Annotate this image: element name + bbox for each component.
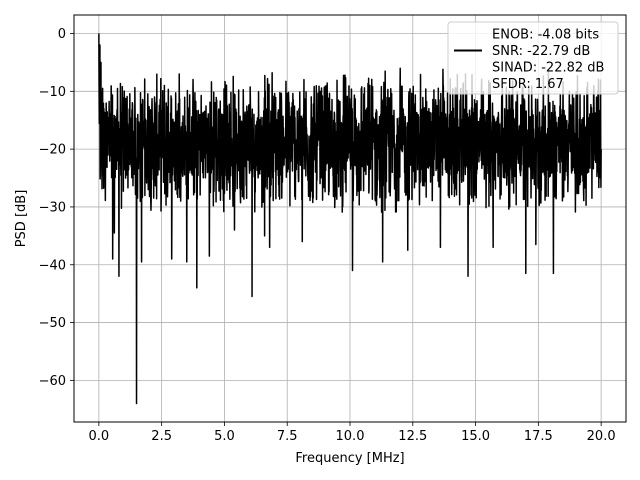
x-axis-ticks: 0.0 2.5 5.0 7.5 10.0 12.5 15.0 17.5 20.0 [89,422,616,444]
x-tick-label: 0.0 [89,429,110,444]
y-tick-label: 0 [58,27,66,42]
y-tick-label: −20 [39,143,66,158]
legend-entry: SNR: -22.79 dB [492,44,590,59]
y-tick-label: −50 [39,316,66,331]
legend-box [447,21,619,95]
y-tick-label: −10 [39,85,66,100]
x-tick-label: 2.5 [151,429,172,444]
x-axis-label: Frequency [MHz] [295,451,404,466]
x-tick-label: 10.0 [336,429,365,444]
y-tick-label: −60 [39,374,66,389]
legend-entry: SFDR: 1.67 [492,77,564,92]
y-tick-label: −40 [39,258,66,273]
legend-entry: ENOB: -4.08 bits [492,28,599,43]
x-tick-label: 12.5 [398,429,427,444]
x-tick-label: 15.0 [461,429,490,444]
x-tick-label: 7.5 [277,429,298,444]
x-tick-label: 17.5 [524,429,553,444]
y-tick-label: −30 [39,200,66,215]
legend-entry: SINAD: -22.82 dB [492,61,604,76]
y-axis-label: PSD [dB] [14,190,29,248]
x-tick-label: 5.0 [214,429,235,444]
y-axis-ticks: 0 −10 −20 −30 −40 −50 −60 [39,27,74,389]
x-tick-label: 20.0 [587,429,616,444]
